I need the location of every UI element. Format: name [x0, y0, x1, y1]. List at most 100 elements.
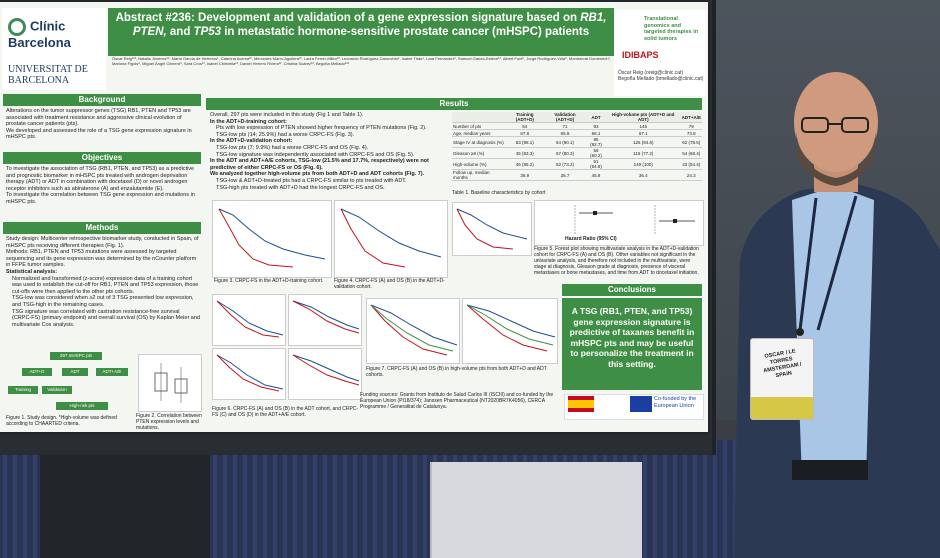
results-bullet: In the ADT+D-training cohort:: [210, 118, 287, 125]
title-genes: RB1, PTEN,: [132, 12, 607, 38]
board-leg: [40, 455, 210, 558]
background-heading: Background: [3, 94, 201, 106]
fig5-forest-plot: Hazard Ratio (95% CI): [534, 200, 704, 246]
fig4b-km-plot: [452, 202, 532, 256]
conclusions-heading: Conclusions: [562, 284, 702, 296]
fig6b-svg: [292, 300, 360, 334]
poster-title: Abstract #236: Development and validatio…: [108, 8, 614, 56]
table-cell: 57 (80.3): [543, 147, 587, 159]
spain-flag-icon: [568, 396, 594, 412]
title-middle: and: [169, 26, 194, 38]
fig3-km-plot: [212, 200, 332, 278]
table-cell: 64 (90.1): [543, 136, 587, 148]
badge-color-bar: [751, 397, 813, 419]
fig6d-km-plot: [288, 348, 362, 400]
fig6c-km-plot: [212, 348, 286, 400]
funding-text: Funding sources: Grants from Instituto d…: [360, 392, 554, 410]
fig1-caption: Figure 1. Study design. *High-volume was…: [6, 415, 117, 427]
methods-heading: Methods: [3, 222, 201, 234]
presenter: [734, 72, 940, 558]
table-cell: High-volume (%): [452, 158, 506, 170]
fig5-svg: [574, 205, 695, 235]
fig2-boxplot: [138, 354, 202, 412]
forest-point: [673, 219, 677, 223]
fig3-caption: Figure 3. CRPC-FS in the ADT+D-training …: [214, 278, 324, 284]
table-cell: 85 (92.7): [586, 136, 606, 148]
table-cell: 65.8: [543, 129, 587, 137]
presenter-head: [794, 72, 878, 172]
table-cell: 56 (60.2): [586, 147, 606, 159]
presenter-shirt: [792, 186, 874, 480]
table-cell: 45 (83.3): [505, 147, 544, 159]
forest-point: [593, 211, 597, 215]
km-curve-high: [218, 208, 326, 260]
table-cell: 46 (85.2): [505, 158, 544, 170]
background-bullet: Alterations on the tumor suppressor gene…: [6, 108, 191, 128]
results-bullet: Overall, 297 pts were included in this s…: [210, 112, 364, 118]
title-prefix: Abstract #236: Development and validatio…: [115, 12, 581, 24]
fig6d-svg: [292, 354, 360, 386]
clinic-name: Clínic Barcelona: [8, 18, 71, 50]
km-curve: [466, 304, 548, 352]
km-curve-high: [456, 208, 528, 240]
fig3-svg: [218, 208, 326, 268]
table-cell: 126 (84.6): [605, 136, 681, 148]
fig7b-km-plot: [462, 298, 558, 364]
km-curve-low: [218, 208, 294, 268]
table-cell: 71: [543, 122, 587, 130]
fig6c-svg: [216, 354, 284, 392]
objectives-bullet: To investigate the correlation between T…: [6, 192, 195, 205]
table-header-row: Training (ADT+D) Validation (ADT+D) ADT …: [452, 112, 702, 123]
contact-info: Óscar Reig (oreig@clinic.cat) Begoña Mel…: [618, 70, 704, 82]
lanyard: [798, 195, 858, 331]
fig5-caption: Figure 5. Forest plot showing multivaria…: [534, 246, 699, 276]
table-cell: 45.8: [586, 169, 606, 181]
table-row: Stage IV at diagnosis (%) 53 (98.1) 64 (90…: [452, 136, 702, 148]
diagram-adtae: ADT+A/E: [96, 368, 128, 376]
table-cell: 54 (68.4): [680, 147, 702, 159]
diagram-adtd: ADT+D: [22, 368, 52, 376]
km-curve-low: [292, 354, 360, 386]
km-curve: [466, 304, 554, 346]
results-text: Overall, 297 pts were included in this s…: [210, 112, 450, 204]
km-curve-low: [456, 208, 514, 250]
km-curve-high: [292, 300, 360, 330]
table-caption: Table 1. Baseline characteristics by coh…: [452, 190, 546, 196]
clinic-ring-icon: [8, 18, 26, 36]
km-curve: [370, 304, 458, 346]
name-badge: OSCAR / LE TORRES AMSTERDAM / SPAIN: [750, 338, 814, 420]
table-cell: 36.9: [505, 169, 544, 181]
km-curve: [466, 304, 556, 338]
table-header: ADT: [586, 112, 606, 123]
background-text: Alterations on the tumor suppressor gene…: [6, 108, 200, 152]
methods-bullet: Study design: Multicenter retrospective …: [6, 236, 199, 249]
fig6b-km-plot: [288, 294, 362, 346]
results-bullet: We analyzed together high-volume pts fro…: [210, 171, 425, 178]
table-header: [452, 112, 506, 123]
results-bullet: In the ADT+D-validation cohort:: [210, 138, 293, 145]
results-bullet: TSG-low & ADT+D-treated pts had a CRPC-F…: [216, 177, 407, 184]
km-curve: [370, 304, 448, 356]
table-cell: 66.1: [586, 129, 606, 137]
fig6a-svg: [216, 300, 284, 338]
objectives-bullet: To investigate the association of TSG (R…: [6, 166, 195, 192]
background-bullet: We developed and assessed the role of a …: [6, 127, 192, 141]
results-bullet: TSG-low pts (14; 25.9%) had a worse CRPC…: [216, 131, 355, 138]
objectives-text: To investigate the association of TSG (R…: [6, 166, 200, 220]
table-row: Number of pts 54 71 93 145 79: [452, 122, 702, 130]
contact-2: Begoña Mellado (bmellado@clinic.cat): [618, 76, 704, 82]
table-cell: 43 (54.4): [680, 158, 702, 170]
fig4-km-plot: [334, 200, 448, 278]
university-name: UNIVERSITAT DE BARCELONA: [8, 64, 88, 86]
table-cell: 145: [605, 122, 681, 130]
table-cell: Number of pts: [452, 122, 506, 130]
results-heading: Results: [206, 98, 702, 110]
table-header: Validation (ADT+D): [543, 112, 587, 123]
display-stand: [430, 462, 642, 558]
lanyard-clip-icon: [796, 328, 804, 336]
group-name: Translational genomics and targeted ther…: [644, 16, 699, 42]
poster: Clínic Barcelona UNIVERSITAT DE BARCELON…: [0, 2, 708, 432]
eu-flag-icon: [630, 396, 652, 412]
table-cell: 36.4: [605, 169, 681, 181]
table-header: ADT+A/E: [680, 112, 702, 123]
